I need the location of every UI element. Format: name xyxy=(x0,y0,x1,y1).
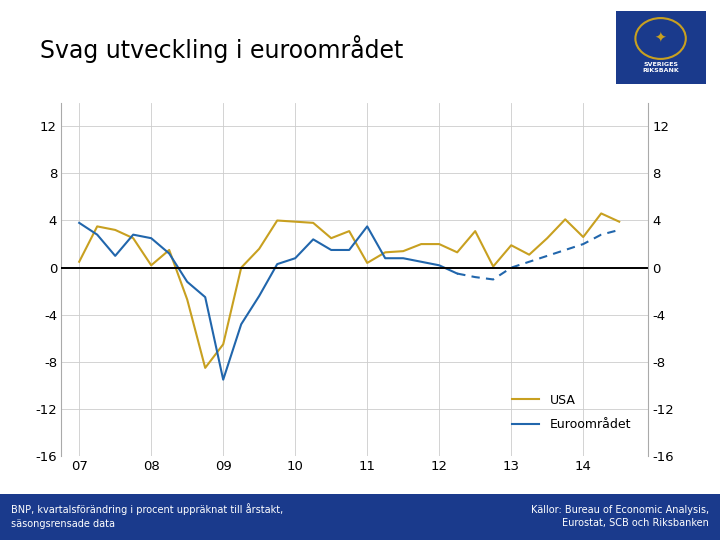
Text: BNP, kvartalsförändring i procent uppräknat till årstakt,
säsongsrensade data: BNP, kvartalsförändring i procent uppräk… xyxy=(11,504,283,529)
Text: ✦: ✦ xyxy=(654,31,667,45)
Text: Källor: Bureau of Economic Analysis,
Eurostat, SCB och Riksbanken: Källor: Bureau of Economic Analysis, Eur… xyxy=(531,504,709,528)
Text: Svag utveckling i euroområdet: Svag utveckling i euroområdet xyxy=(40,35,403,63)
Text: SVERIGES
RIKSBANK: SVERIGES RIKSBANK xyxy=(642,62,679,73)
Legend: USA, Euroområdet: USA, Euroområdet xyxy=(507,389,636,436)
